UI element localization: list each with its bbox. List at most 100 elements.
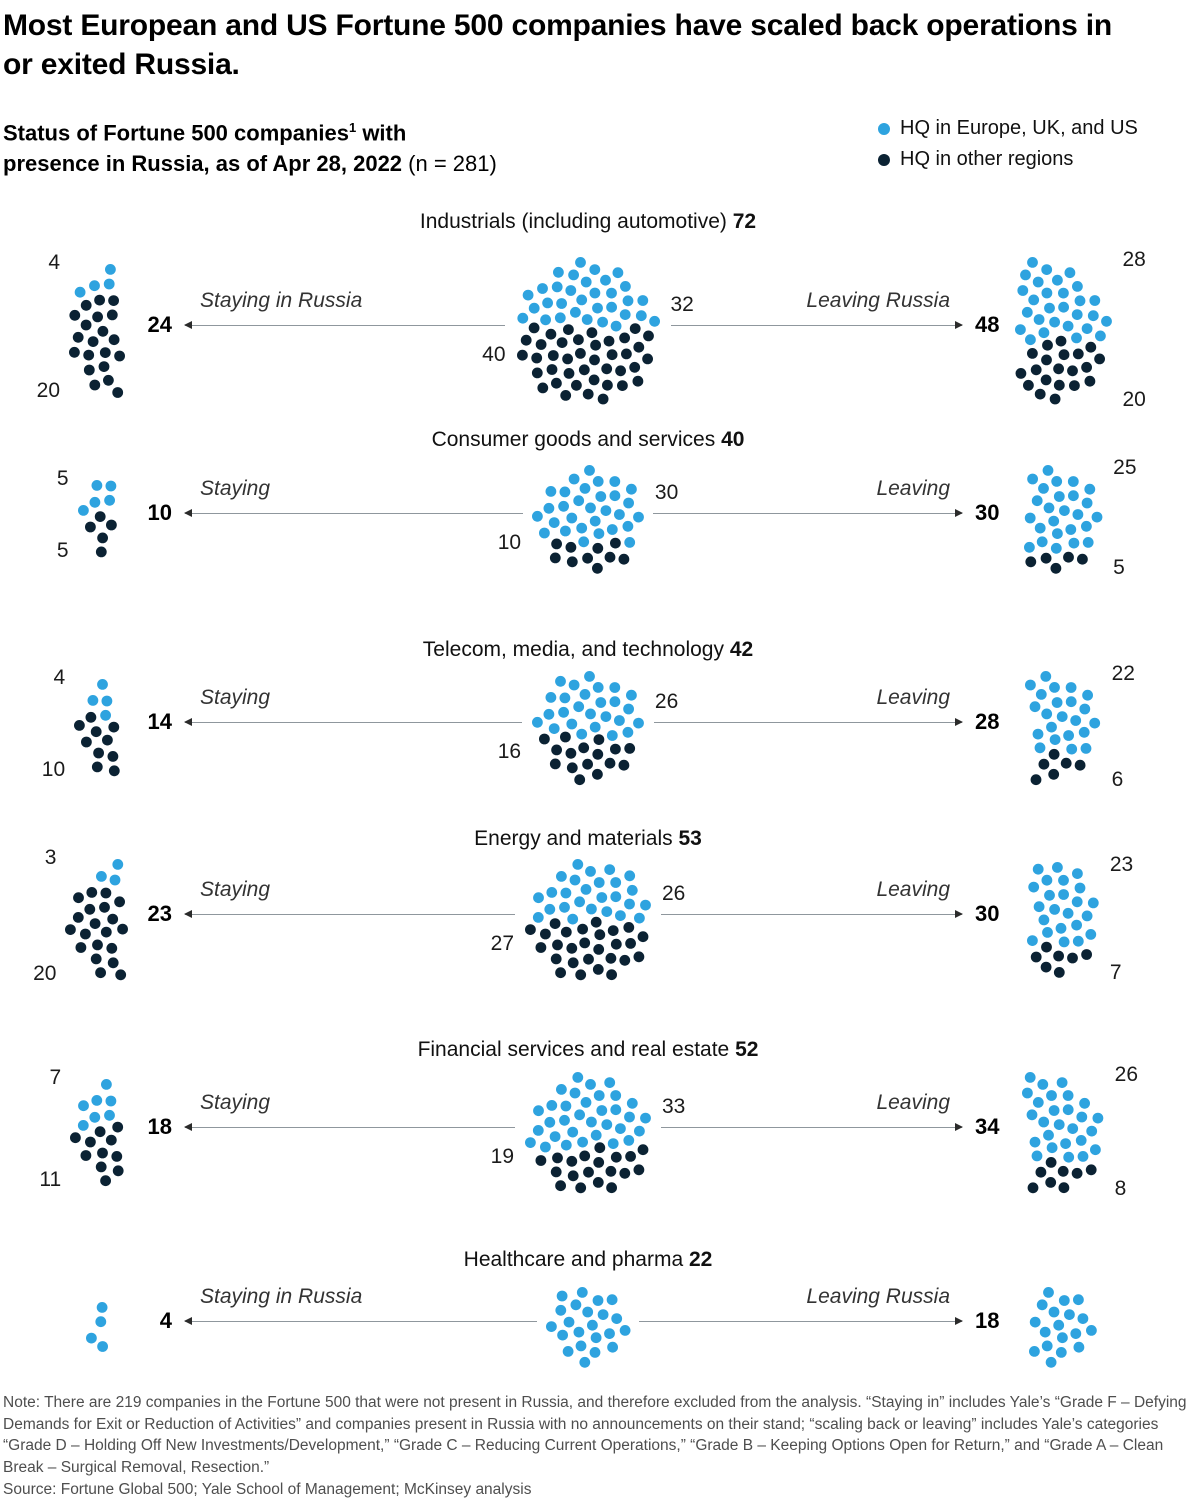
- staying-arrow: [184, 509, 523, 517]
- leaving-total: 18: [975, 1308, 1000, 1333]
- staying-dot-cluster: 3 20: [33, 846, 129, 985]
- present-other-count: 19: [490, 1144, 515, 1168]
- leaving-dot-cluster: 28 20: [1014, 248, 1146, 411]
- section-title: Consumer goods and services 40: [431, 428, 745, 451]
- staying-arrow: [184, 1123, 516, 1131]
- staying-total: 10: [147, 500, 172, 525]
- present-dot-cluster: 30 10: [498, 464, 678, 575]
- staying-arrow: [184, 718, 522, 726]
- staying-europe-count: 4: [48, 251, 60, 275]
- staying-dot-cluster: 4 20: [37, 251, 126, 402]
- arrowhead-left-icon: [184, 1317, 192, 1325]
- leaving-total: 34: [975, 1114, 1000, 1139]
- leaving-arrow-label: Leaving Russia: [806, 289, 950, 312]
- staying-europe-count: 4: [53, 666, 66, 690]
- leaving-arrow-label: Leaving: [876, 477, 950, 500]
- present-other-count: 10: [497, 530, 522, 554]
- staying-other-count: 20: [33, 961, 57, 985]
- legend: HQ in Europe, UK, and US HQ in other reg…: [878, 113, 1138, 175]
- staying-other-count: 11: [39, 1167, 62, 1191]
- staying-dot-cluster: 4 10: [42, 666, 121, 781]
- leaving-other-count: 6: [1111, 768, 1124, 792]
- staying-dot-cluster: 4 0: [85, 1301, 109, 1353]
- arrowhead-left-icon: [184, 718, 192, 726]
- staying-arrow: [184, 321, 505, 329]
- footer: Note: There are 219 companies in the For…: [3, 1392, 1199, 1501]
- staying-europe-count: 7: [49, 1066, 62, 1090]
- present-other-count: 40: [482, 342, 506, 366]
- leaving-arrow: [654, 718, 963, 726]
- present-dot-cluster: 22 0: [545, 1286, 632, 1369]
- staying-arrow-label: Staying: [200, 477, 271, 500]
- staying-total: 18: [147, 1114, 172, 1139]
- present-europe-count: 33: [661, 1094, 686, 1118]
- leaving-total: 48: [975, 312, 1000, 337]
- chart-title-line1: Most European and US Fortune 500 compani…: [3, 9, 1113, 42]
- leaving-arrow-label: Leaving: [876, 686, 950, 709]
- leaving-arrow: [639, 1317, 963, 1325]
- present-europe-count: 26: [654, 689, 679, 713]
- staying-arrow: [184, 910, 515, 918]
- leaving-total: 30: [975, 901, 1000, 926]
- section-title: Industrials (including automotive) 72: [419, 210, 757, 233]
- leaving-arrow: [660, 1123, 963, 1131]
- legend-label: HQ in other regions: [900, 148, 1074, 170]
- staying-total: 4: [159, 1308, 172, 1333]
- leaving-europe-count: 23: [1109, 853, 1134, 877]
- staying-arrow-label: Staying in Russia: [200, 1285, 363, 1308]
- chart-subtitle: Status of Fortune 500 companies1 with pr…: [3, 120, 497, 177]
- arrowhead-right-icon: [954, 509, 963, 517]
- leaving-dot-cluster: 23 7: [1026, 853, 1133, 984]
- staying-arrow-label: Staying: [200, 686, 271, 709]
- present-dot-cluster: 32 40: [482, 256, 694, 405]
- section-title: Financial services and real estate 52: [417, 1038, 759, 1061]
- arrowhead-right-icon: [954, 321, 963, 329]
- section-title: Telecom, media, and technology 42: [422, 638, 754, 661]
- arrowhead-left-icon: [184, 910, 192, 918]
- present-other-count: 16: [497, 739, 522, 763]
- leaving-total: 28: [975, 709, 1000, 734]
- present-europe-count: 30: [654, 480, 679, 504]
- present-dot-cluster: 33 19: [491, 1071, 685, 1194]
- arrowhead-right-icon: [954, 910, 963, 918]
- leaving-arrow: [653, 509, 963, 517]
- arrowhead-left-icon: [184, 1123, 192, 1131]
- europe-legend-dot-icon: [878, 122, 890, 135]
- other-legend-dot-icon: [878, 153, 890, 166]
- footnote: Note: There are 219 companies in the For…: [3, 1394, 1187, 1476]
- source-line: Source: Fortune Global 500; Yale School …: [3, 1481, 532, 1498]
- leaving-dot-cluster: 22 6: [1024, 662, 1135, 791]
- staying-total: 23: [147, 901, 172, 926]
- staying-total: 24: [147, 312, 172, 337]
- staying-arrow-label: Staying: [200, 878, 271, 901]
- section-title: Energy and materials 53: [474, 827, 702, 850]
- leaving-arrow-label: Leaving Russia: [806, 1285, 950, 1308]
- leaving-arrow-label: Leaving: [876, 1091, 950, 1114]
- staying-dot-cluster: 7 11: [39, 1066, 125, 1191]
- arrowhead-right-icon: [954, 1123, 963, 1131]
- footnote-marker: 1: [348, 120, 357, 135]
- present-europe-count: 32: [670, 292, 694, 316]
- staying-europe-count: 3: [44, 846, 57, 870]
- leaving-other-count: 20: [1122, 387, 1146, 411]
- leaving-dot-cluster: 25 5: [1023, 456, 1137, 579]
- staying-other-count: 10: [41, 757, 66, 781]
- staying-arrow-label: Staying: [200, 1091, 271, 1114]
- staying-other-count: 20: [36, 378, 60, 402]
- leaving-other-count: 7: [1109, 960, 1122, 984]
- legend-label: HQ in Europe, UK, and US: [900, 117, 1138, 139]
- leaving-dot-cluster: 18 0: [1028, 1286, 1098, 1369]
- arrowhead-right-icon: [954, 1317, 963, 1325]
- staying-europe-count: 5: [56, 467, 69, 491]
- present-other-count: 27: [490, 931, 515, 955]
- chart-title: Most European and US Fortune 500 compani…: [3, 6, 1195, 84]
- section-title: Healthcare and pharma 22: [463, 1248, 713, 1271]
- leaving-total: 30: [975, 500, 1000, 525]
- staying-arrow: [184, 1317, 537, 1325]
- chart-title-line2: or exited Russia.: [3, 48, 240, 81]
- leaving-other-count: 5: [1113, 556, 1125, 580]
- present-dot-cluster: 26 16: [498, 670, 678, 786]
- arrowhead-left-icon: [184, 321, 192, 329]
- legend-item-other: HQ in other regions: [878, 144, 1138, 175]
